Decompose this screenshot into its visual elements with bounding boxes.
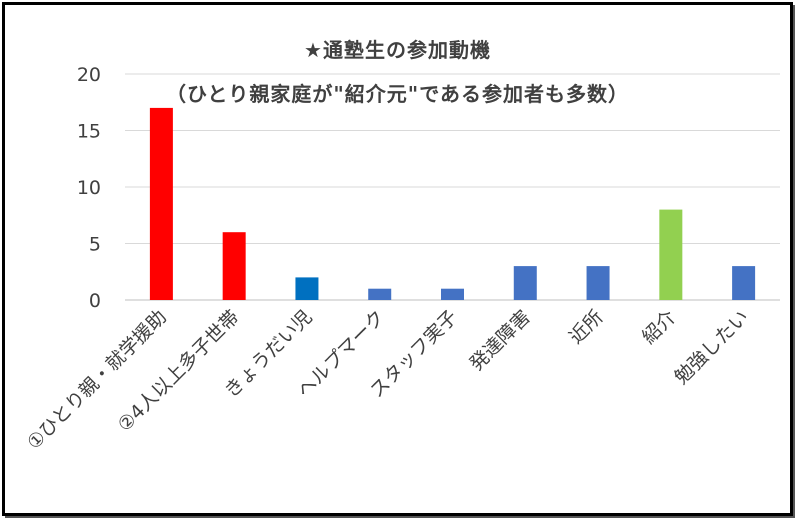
bar [513,266,537,300]
bar [441,288,464,300]
y-tick-label: 10 [77,177,101,199]
chart-title: ★通塾生の参加動機 [304,38,491,62]
y-tick-label: 5 [89,234,101,256]
bar [149,107,173,301]
x-tick-label: 紹介 [638,306,680,348]
bar [586,266,610,300]
bar [659,209,683,300]
x-tick-label: ②4人以上多子世帯 [114,306,244,436]
chart-subtitle: （ひとり親家庭が"紹介元"である参加者も多数） [165,82,630,106]
x-tick-label: 勉強したい [670,306,753,389]
bar [222,232,246,300]
y-tick-label: 0 [89,290,101,312]
x-tick-label: 発達障害 [466,306,535,375]
bar [295,277,319,300]
y-tick-label: 20 [77,64,101,86]
x-tick-label: ①ひとり親・就学援助 [23,306,171,454]
x-tick-label: 近所 [565,306,607,348]
bar [732,266,756,300]
bar [368,288,392,300]
y-tick-label: 15 [77,121,101,143]
